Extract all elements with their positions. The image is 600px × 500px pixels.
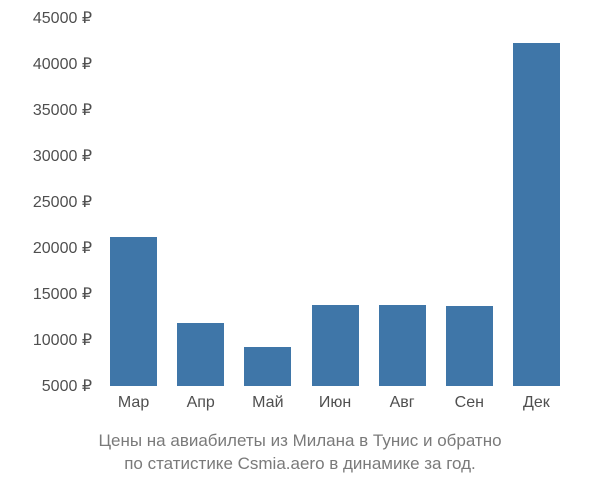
bar [177,323,224,386]
y-tick-label: 20000 ₽ [33,238,92,258]
y-tick-label: 45000 ₽ [33,8,92,28]
x-tick-label: Май [252,394,283,412]
bar [110,237,157,386]
x-tick-label: Июн [319,394,351,412]
bar [312,305,359,386]
x-tick-label: Сен [455,394,484,412]
caption-line-2: по статистике Csmia.aero в динамике за г… [124,454,476,473]
bar [446,306,493,386]
chart-caption: Цены на авиабилеты из Милана в Тунис и о… [0,430,600,476]
y-tick-label: 35000 ₽ [33,100,92,120]
y-tick-label: 10000 ₽ [33,330,92,350]
y-tick-label: 40000 ₽ [33,54,92,74]
y-tick-label: 15000 ₽ [33,284,92,304]
bar [513,43,560,386]
x-tick-label: Авг [390,394,415,412]
x-tick-label: Мар [118,394,149,412]
price-chart: 5000 ₽ 10000 ₽ 15000 ₽ 20000 ₽ 25000 ₽ 30000 … [0,0,600,500]
y-tick-label: 30000 ₽ [33,146,92,166]
bar [244,347,291,386]
x-tick-label: Дек [523,394,550,412]
caption-line-1: Цены на авиабилеты из Милана в Тунис и о… [98,431,501,450]
bar [379,305,426,386]
y-tick-label: 25000 ₽ [33,192,92,212]
y-tick-label: 5000 ₽ [42,376,92,396]
x-tick-label: Апр [187,394,215,412]
